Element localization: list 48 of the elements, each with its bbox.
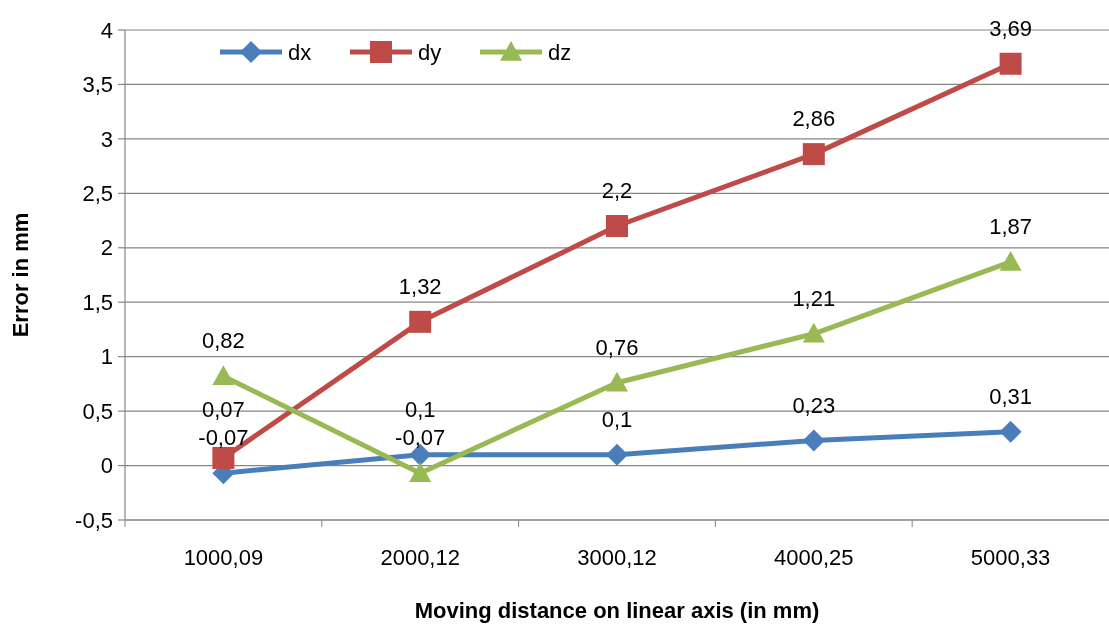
y-tick-label: 0 [100, 453, 113, 479]
point [212, 446, 235, 469]
data-label: 0,31 [989, 383, 1033, 409]
data-label: -0,07 [198, 425, 249, 451]
y-axis-title: Error in mm [8, 212, 33, 338]
data-label: 2,86 [792, 106, 836, 132]
y-tick-label: -0,5 [75, 507, 113, 533]
x-tick-label: 4000,25 [774, 545, 854, 570]
x-tick-label: 5000,33 [970, 545, 1051, 570]
point [606, 443, 628, 466]
data-label: 1,32 [398, 273, 442, 299]
y-tick-label: 2,5 [82, 181, 113, 207]
point [802, 143, 825, 166]
data-label: 0,1 [404, 397, 436, 423]
data-label: 1,87 [989, 213, 1033, 239]
point [802, 429, 825, 452]
y-tick-label: 3,5 [82, 72, 113, 98]
y-tick-label: 4 [100, 17, 113, 43]
x-tick-label: 2000,12 [380, 545, 460, 570]
data-label: -0,07 [395, 425, 446, 451]
point [409, 462, 432, 482]
x-axis-title: Moving distance on linear axis (in mm) [414, 598, 820, 623]
data-label: 0,07 [201, 397, 245, 423]
point [409, 310, 432, 333]
y-tick-label: 1,5 [82, 289, 113, 315]
y-tick-label: 2 [100, 235, 113, 261]
data-label: 0,82 [201, 328, 245, 354]
legend-label: dx [288, 39, 312, 65]
data-label: 3,69 [989, 15, 1033, 41]
x-tick-label: 1000,09 [183, 545, 264, 570]
y-tick-label: 0,5 [82, 398, 113, 424]
x-tick-label: 3000,12 [577, 545, 657, 570]
point [606, 215, 628, 237]
legend-label: dy [418, 39, 442, 65]
point [999, 52, 1022, 75]
legend-label: dz [548, 39, 572, 65]
data-label: 1,21 [792, 285, 836, 311]
point [802, 322, 825, 343]
data-label: 0,23 [792, 392, 836, 418]
point [606, 371, 628, 392]
data-label: 2,2 [601, 178, 633, 203]
point [999, 250, 1022, 271]
point [999, 420, 1022, 443]
data-label: 0,1 [601, 406, 633, 432]
data-label: 0,76 [595, 334, 639, 360]
point [212, 365, 235, 386]
y-tick-label: 3 [100, 126, 113, 152]
y-tick-label: 1 [100, 344, 113, 370]
